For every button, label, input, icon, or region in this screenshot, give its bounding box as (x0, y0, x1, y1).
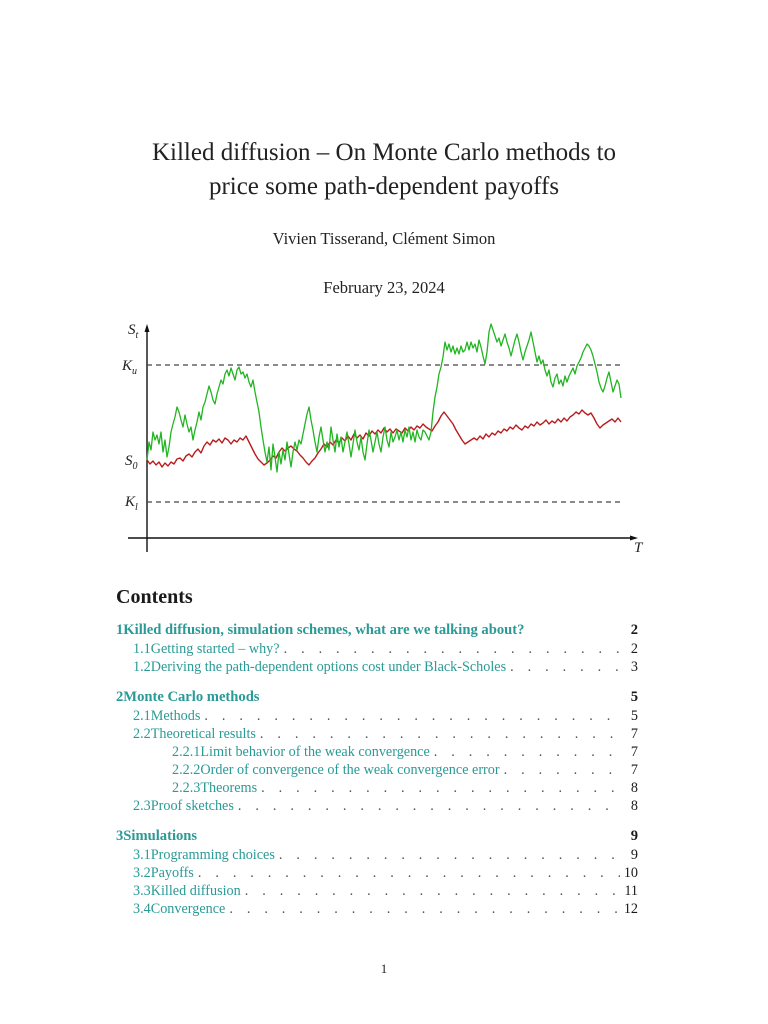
toc-number: 2 (116, 689, 124, 705)
toc-number: 2.3 (133, 798, 151, 814)
lower-barrier-label: Kl (124, 494, 138, 513)
x-axis-arrow-icon (630, 535, 638, 541)
toc-entry-2-2[interactable]: 2.2 Theoretical results . . . . . . . . … (116, 726, 638, 744)
toc-entry-2-2-2[interactable]: 2.2.2 Order of convergence of the weak c… (116, 762, 638, 780)
toc-label: Getting started – why? (150, 641, 280, 657)
toc-leader-dots: . . . . . . . . . . . . . . . . . . . . … (244, 883, 620, 899)
x-axis-label: T (634, 540, 644, 556)
toc-label: Proof sketches (150, 798, 234, 814)
toc-page: 9 (630, 847, 638, 863)
toc-label: Deriving the path-dependent options cost… (150, 659, 507, 675)
toc-page: 9 (630, 828, 638, 844)
toc-leader-dots: . . . . . . . . . . . . . . . . . . . . … (259, 726, 620, 742)
title-line-2: price some path-dependent payoffs (208, 173, 560, 200)
page-number: 1 (380, 961, 388, 976)
toc-label: Monte Carlo methods (123, 689, 260, 705)
toc-leader-dots: . . . . . . . . . . . . . . . . . . . . … (229, 901, 619, 917)
toc-page: 10 (623, 865, 638, 881)
toc-page: 2 (630, 641, 638, 657)
toc-leader-dots: . . . . . . . . . . . . . . . . . . . . … (283, 641, 620, 657)
toc-label: Theoretical results (150, 726, 256, 742)
toc-page: 3 (630, 659, 638, 675)
toc-leader-dots: . . . . . . . . . . . . . . . . . . . . … (261, 780, 620, 796)
toc-entry-2-2-1[interactable]: 2.2.1 Limit behavior of the weak converg… (116, 744, 638, 762)
toc-number: 1.2 (133, 659, 151, 675)
toc-spacer (116, 677, 638, 689)
toc-label: Simulations (123, 828, 198, 844)
toc-entry-2-2-3[interactable]: 2.2.3 Theorems . . . . . . . . . . . . .… (116, 780, 638, 798)
toc-label: Killed diffusion, simulation schemes, wh… (123, 622, 525, 638)
toc-number: 2.2.3 (172, 780, 201, 796)
barrier-diffusion-figure: St Ku S0 Kl T (110, 312, 655, 562)
y-axis-arrow-icon (144, 324, 150, 332)
toc-entry-3-1[interactable]: 3.1 Programming choices . . . . . . . . … (116, 847, 638, 865)
toc-page: 8 (630, 780, 638, 796)
toc-label: Limit behavior of the weak convergence (200, 744, 430, 760)
toc-spacer (116, 816, 638, 828)
toc-number: 3 (116, 828, 124, 844)
figure-svg: St Ku S0 Kl T (121, 322, 644, 556)
toc-number: 3.1 (133, 847, 151, 863)
toc-number: 3.2 (133, 865, 151, 881)
toc-leader-dots: . . . . . . . . . . . . . . . . . . . . … (237, 798, 620, 814)
toc-page: 2 (630, 622, 638, 638)
toc-page: 7 (630, 726, 638, 742)
toc-entry-section-3[interactable]: 3 Simulations . . . . . . . . . . . . . … (116, 828, 638, 847)
toc-leader-dots: . . . . . . . . . . . . . . . . . . . . … (503, 762, 620, 778)
authors: Vivien Tisserand, Clément Simon (272, 229, 496, 248)
toc-label: Convergence (150, 901, 226, 917)
toc-entry-3-2[interactable]: 3.2 Payoffs . . . . . . . . . . . . . . … (116, 865, 638, 883)
toc-number: 3.3 (133, 883, 151, 899)
toc-number: 2.2.1 (172, 744, 201, 760)
toc-label: Theorems (200, 780, 258, 796)
toc-entry-section-1[interactable]: 1 Killed diffusion, simulation schemes, … (116, 622, 638, 641)
toc-label: Killed diffusion (150, 883, 241, 899)
toc-leader-dots: . . . . . . . . . . . . . . . . . . . . … (204, 708, 620, 724)
toc-entry-2-1[interactable]: 2.1 Methods . . . . . . . . . . . . . . … (116, 708, 638, 726)
toc-page: 5 (630, 689, 638, 705)
toc-entry-section-2[interactable]: 2 Monte Carlo methods . . . . . . . . . … (116, 689, 638, 708)
toc-label: Payoffs (150, 865, 194, 881)
toc-number: 1 (116, 622, 124, 638)
toc-number: 3.4 (133, 901, 151, 917)
publication-date: February 23, 2024 (323, 278, 445, 297)
toc-number: 1.1 (133, 641, 151, 657)
toc-leader-dots: . . . . . . . . . . . . . . . . . . . . … (197, 865, 620, 881)
toc-label: Programming choices (150, 847, 275, 863)
toc-entry-1-2[interactable]: 1.2 Deriving the path-dependent options … (116, 659, 638, 677)
low-volatility-path (146, 409, 622, 468)
paper-title: Killed diffusion – On Monte Carlo method… (0, 136, 768, 204)
toc-label: Methods (150, 708, 201, 724)
toc-entry-1-1[interactable]: 1.1 Getting started – why? . . . . . . .… (116, 641, 638, 659)
initial-price-label: S0 (125, 453, 138, 472)
toc-number: 2.2.2 (172, 762, 201, 778)
toc-page: 11 (624, 883, 638, 899)
y-axis-label: St (128, 322, 139, 341)
toc-entry-3-4[interactable]: 3.4 Convergence . . . . . . . . . . . . … (116, 901, 638, 919)
high-volatility-path (146, 323, 622, 473)
toc-entry-3-3[interactable]: 3.3 Killed diffusion . . . . . . . . . .… (116, 883, 638, 901)
title-line-1: Killed diffusion – On Monte Carlo method… (151, 139, 617, 166)
toc-leader-dots: . . . . . . . . . . . . . . . . . . . . … (278, 847, 620, 863)
toc-page: 12 (623, 901, 638, 917)
upper-barrier-label: Ku (121, 358, 137, 377)
toc-number: 2.1 (133, 708, 151, 724)
toc-entry-2-3[interactable]: 2.3 Proof sketches . . . . . . . . . . .… (116, 798, 638, 816)
table-of-contents: 1 Killed diffusion, simulation schemes, … (116, 622, 638, 919)
toc-leader-dots: . . . . . . . . . . . . . . . . . . . . … (433, 744, 620, 760)
toc-page: 8 (630, 798, 638, 814)
toc-leader-dots: . . . . . . . . . . . . . . . . . . . . … (510, 659, 620, 675)
toc-number: 2.2 (133, 726, 151, 742)
toc-label: Order of convergence of the weak converg… (200, 762, 500, 778)
contents-heading: Contents (116, 586, 193, 608)
toc-page: 7 (630, 762, 638, 778)
toc-page: 7 (630, 744, 638, 760)
toc-page: 5 (630, 708, 638, 724)
